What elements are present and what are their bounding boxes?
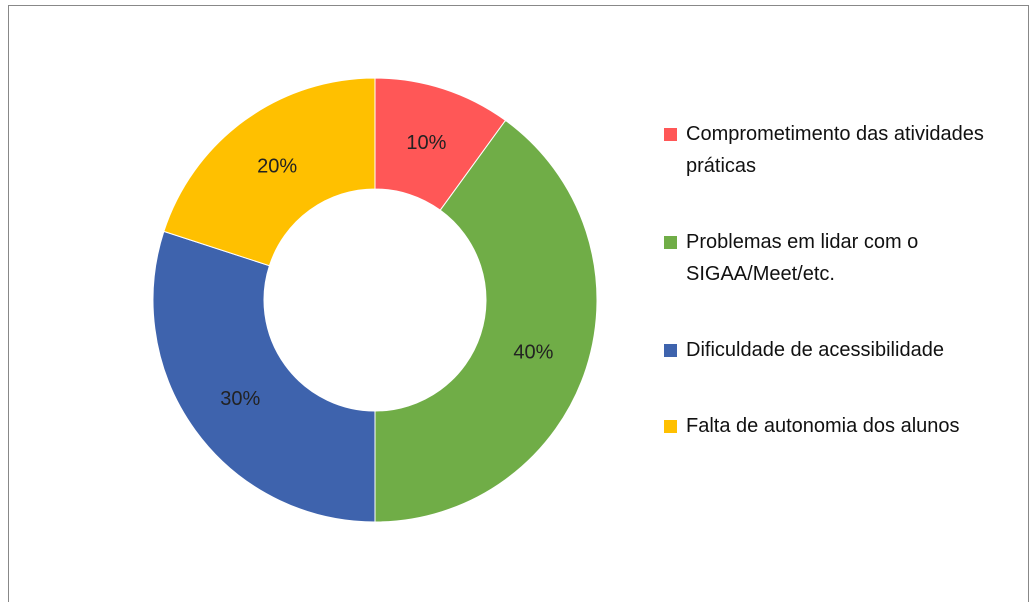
donut-slice xyxy=(152,230,376,523)
data-label: 20% xyxy=(257,156,297,178)
legend-label: Comprometimento das atividades práticas xyxy=(686,123,984,177)
legend-label: Problemas em lidar com o SIGAA/Meet/etc. xyxy=(686,231,919,285)
donut-slice xyxy=(374,119,598,523)
legend-label: Dificuldade de acessibilidade xyxy=(686,339,944,361)
data-label: 10% xyxy=(406,132,446,154)
legend-swatch xyxy=(664,128,677,141)
legend-item: Falta de autonomia dos alunos xyxy=(664,410,1004,442)
legend-swatch xyxy=(664,420,677,433)
legend-swatch xyxy=(664,236,677,249)
legend-swatch xyxy=(664,344,677,357)
legend-label: Falta de autonomia dos alunos xyxy=(686,415,960,437)
chart-frame xyxy=(8,5,1029,602)
data-label: 30% xyxy=(220,388,260,410)
legend: Comprometimento das atividades práticas P… xyxy=(664,118,1004,442)
legend-item: Problemas em lidar com o SIGAA/Meet/etc. xyxy=(664,226,1004,290)
legend-item: Comprometimento das atividades práticas xyxy=(664,118,1004,182)
data-label: 40% xyxy=(513,342,553,364)
legend-item: Dificuldade de acessibilidade xyxy=(664,334,1004,366)
donut-slice xyxy=(163,77,376,267)
